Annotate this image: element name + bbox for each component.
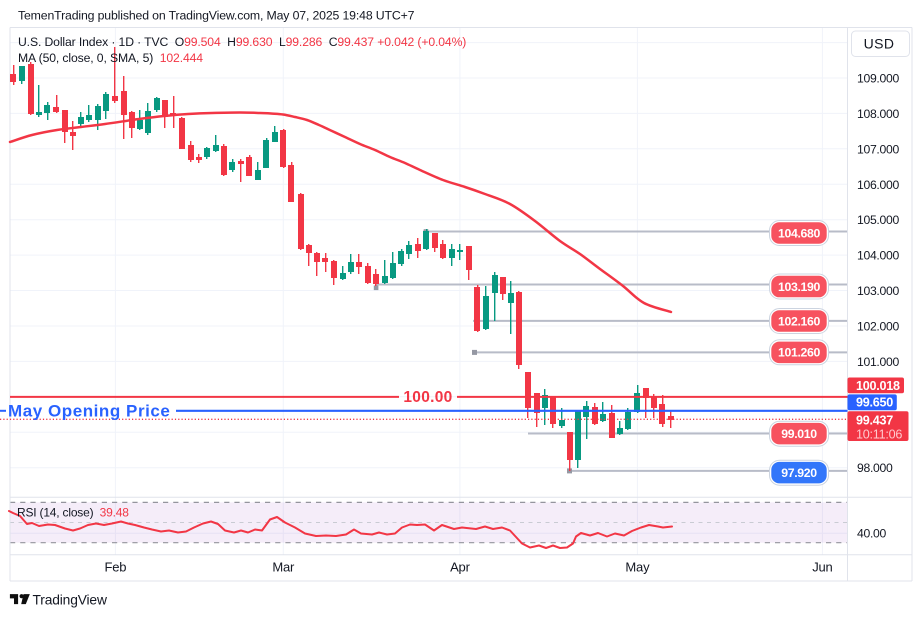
- svg-text:101.260: 101.260: [778, 346, 821, 360]
- svg-text:Feb: Feb: [104, 560, 126, 575]
- svg-text:TradingView: TradingView: [33, 593, 107, 608]
- svg-text:104.000: 104.000: [857, 249, 899, 263]
- svg-text:102.160: 102.160: [778, 314, 821, 328]
- svg-text:40.00: 40.00: [857, 527, 887, 541]
- svg-text:May: May: [625, 560, 650, 575]
- svg-text:Jun: Jun: [812, 560, 832, 575]
- svg-text:99.650: 99.650: [856, 396, 893, 410]
- svg-text:107.000: 107.000: [857, 142, 899, 156]
- svg-text:RSI (14, close) 39.48: RSI (14, close) 39.48: [17, 506, 129, 520]
- svg-text:USD: USD: [864, 36, 895, 52]
- svg-text:MA (50, close, 0, SMA, 5) 102: MA (50, close, 0, SMA, 5) 102.444: [18, 51, 203, 65]
- svg-text:103.190: 103.190: [778, 280, 821, 294]
- svg-text:108.000: 108.000: [857, 107, 899, 121]
- svg-text:Apr: Apr: [450, 560, 471, 575]
- svg-text:104.680: 104.680: [778, 226, 821, 240]
- svg-text:May Opening Price: May Opening Price: [8, 402, 170, 421]
- svg-text:99.437: 99.437: [856, 413, 893, 427]
- svg-text:101.000: 101.000: [857, 355, 899, 369]
- svg-text:102.000: 102.000: [857, 320, 899, 334]
- svg-text:98.000: 98.000: [857, 461, 893, 475]
- svg-text:100.00: 100.00: [403, 389, 452, 406]
- svg-text:103.000: 103.000: [857, 284, 899, 298]
- svg-text:100.018: 100.018: [856, 379, 900, 393]
- svg-text:Mar: Mar: [272, 560, 295, 575]
- svg-text:106.000: 106.000: [857, 178, 899, 192]
- svg-text:10:11:06: 10:11:06: [856, 428, 902, 442]
- svg-text:109.000: 109.000: [857, 72, 899, 86]
- svg-text:U.S. Dollar Index · 1D · TVC: U.S. Dollar Index · 1D · TVC O99.504 H99…: [18, 35, 466, 49]
- svg-text:TemenTrading published on Trad: TemenTrading published on TradingView.co…: [18, 9, 415, 23]
- svg-text:99.010: 99.010: [781, 427, 817, 441]
- svg-text:105.000: 105.000: [857, 213, 899, 227]
- svg-text:97.920: 97.920: [781, 466, 817, 480]
